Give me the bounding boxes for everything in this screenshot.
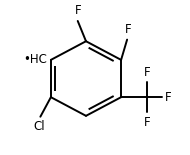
Text: Cl: Cl <box>33 120 45 133</box>
Text: F: F <box>125 23 132 36</box>
Text: F: F <box>74 4 81 17</box>
Text: F: F <box>144 115 151 128</box>
Text: F: F <box>144 66 151 79</box>
Text: •HC: •HC <box>23 53 47 66</box>
Text: F: F <box>165 91 171 104</box>
